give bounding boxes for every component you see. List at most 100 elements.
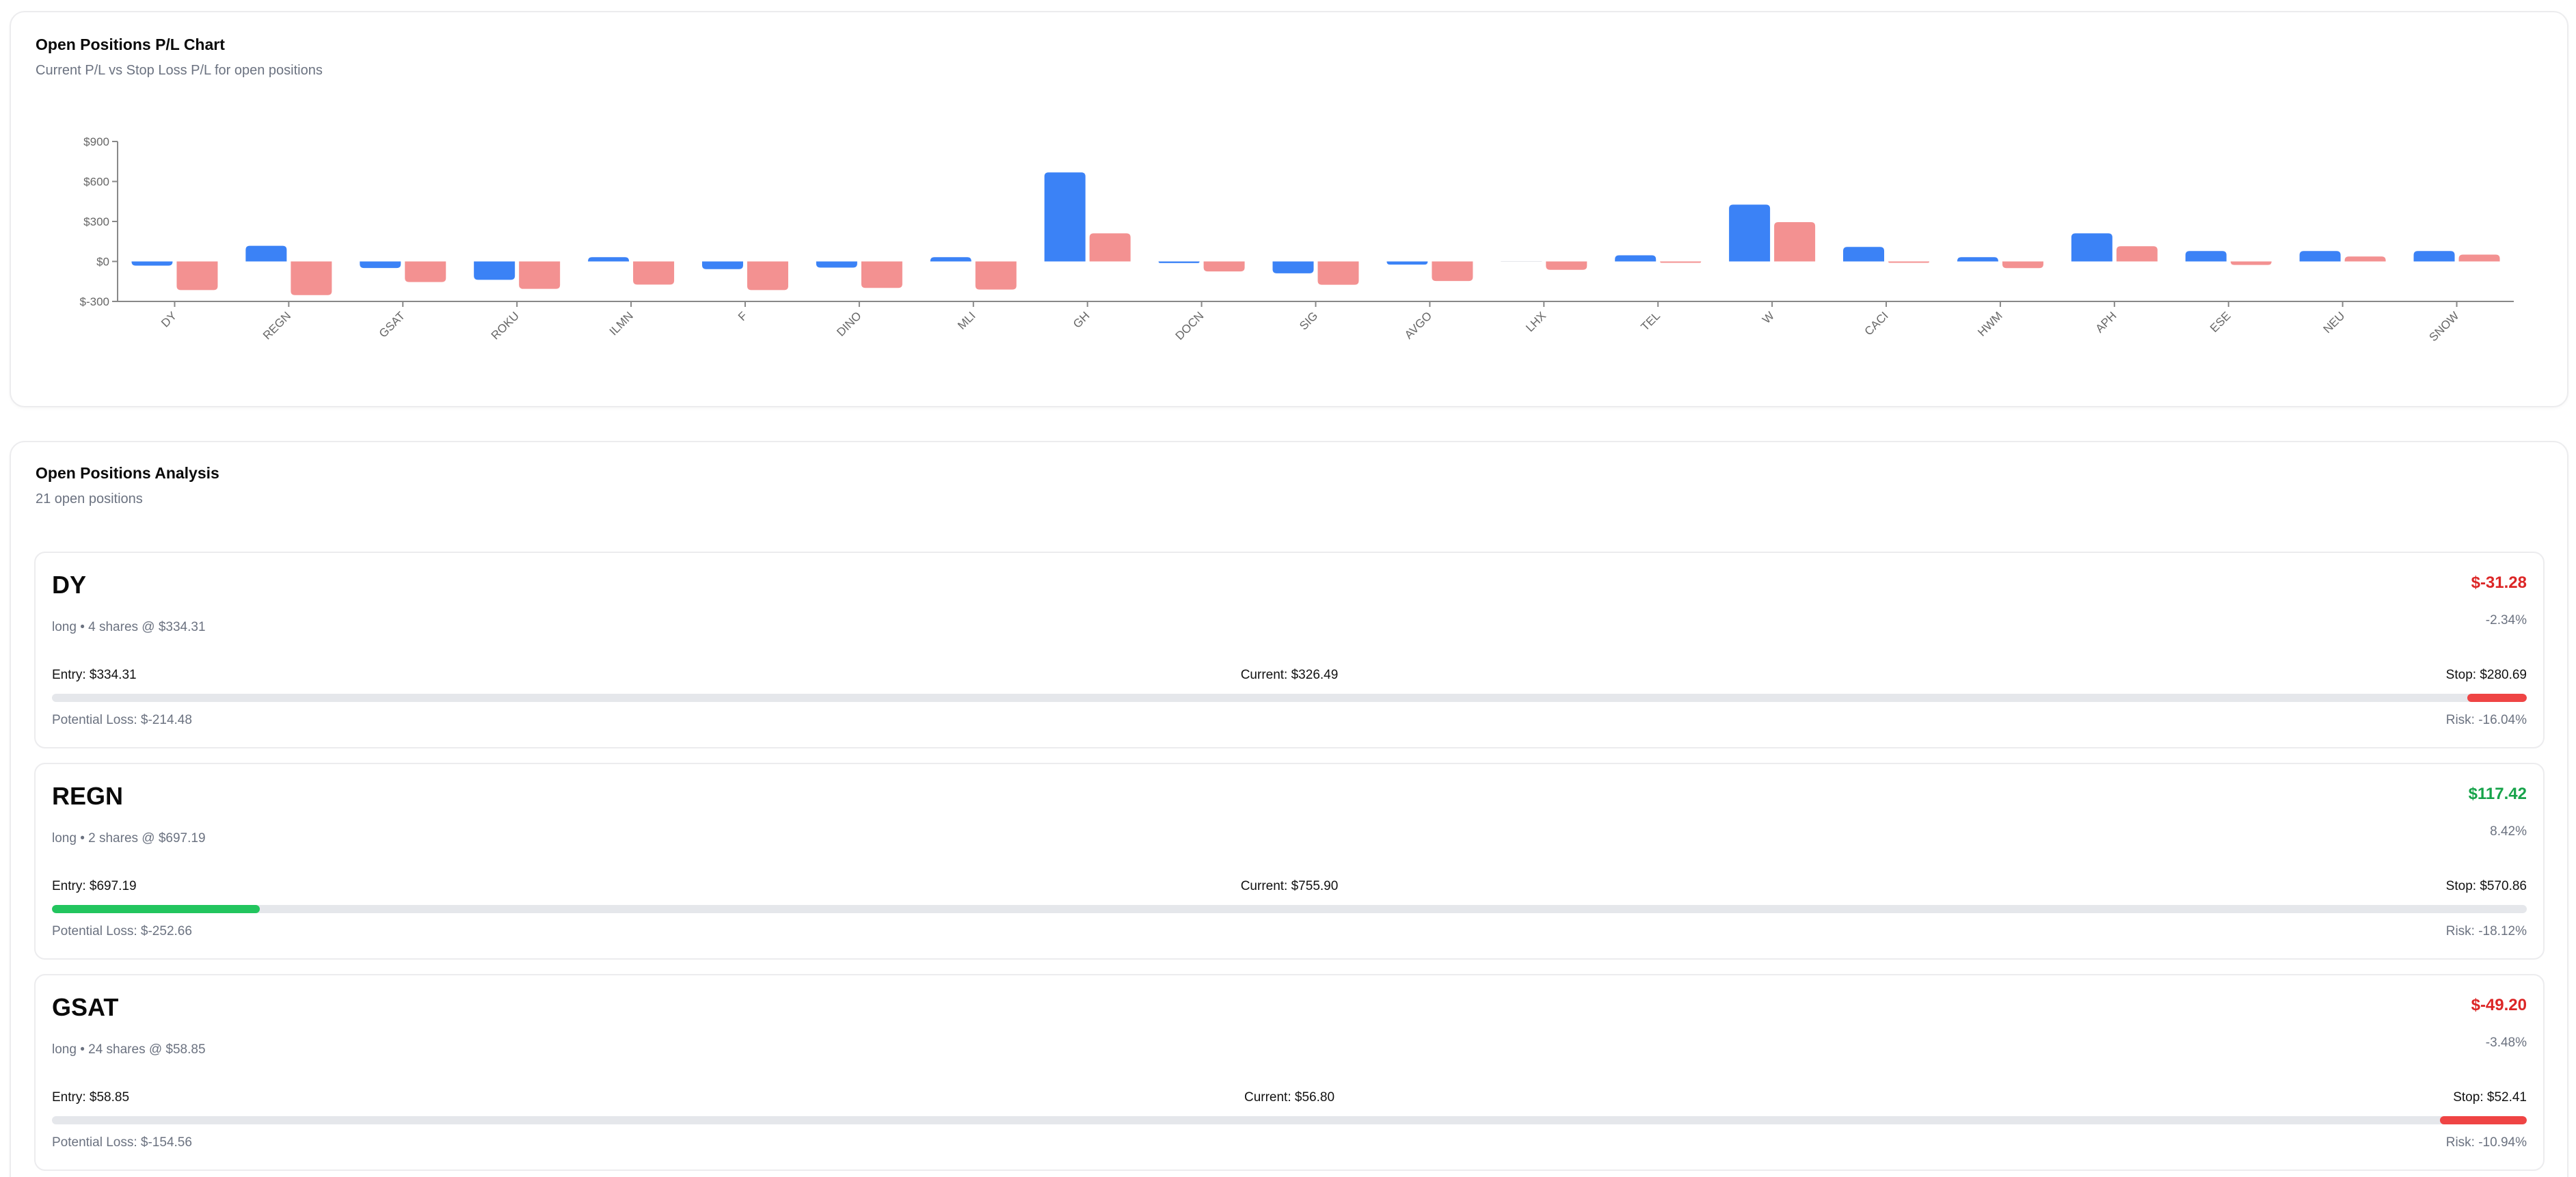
- pl-bar-chart: $-300 $0 $300 $600 $900 DY REGN GSAT ROKU ILMN F DI…: [80, 135, 2514, 344]
- position-current: Current: $755.90: [1240, 879, 1339, 893]
- x-tick-label: ILMN: [607, 309, 636, 338]
- position-pl-percent: -3.48%: [2485, 1036, 2527, 1050]
- chart-title: Open Positions P/L Chart: [36, 36, 225, 53]
- stop-pl-bar[interactable]: [2116, 246, 2158, 262]
- y-tick-label: $0: [96, 256, 109, 269]
- position-entry: Entry: $697.19: [52, 879, 137, 893]
- x-tick-label: NEU: [2321, 309, 2348, 336]
- position-potential-loss: Potential Loss: $-214.48: [52, 713, 192, 727]
- current-pl-bar[interactable]: [701, 261, 743, 269]
- stop-pl-bar[interactable]: [176, 261, 218, 290]
- position-progress-track: [52, 905, 2527, 913]
- position-card[interactable]: GSAT long • 24 shares @ $58.85 $-49.20 -…: [34, 974, 2545, 1171]
- current-pl-bar[interactable]: [1501, 261, 1542, 262]
- position-stop: Stop: $52.41: [2453, 1090, 2527, 1105]
- position-current: Current: $56.80: [1244, 1090, 1335, 1105]
- x-tick-label: LHX: [1523, 309, 1548, 334]
- x-tick-label: REGN: [260, 309, 293, 342]
- current-pl-bar[interactable]: [474, 261, 515, 280]
- x-tick-label: HWM: [1975, 309, 2004, 338]
- position-pl: $-49.20: [2471, 996, 2527, 1014]
- current-pl-bar[interactable]: [2413, 251, 2455, 262]
- positions-count: 21 open positions: [36, 491, 143, 506]
- position-progress-track: [52, 1116, 2527, 1124]
- stop-pl-bar[interactable]: [1432, 261, 1473, 282]
- current-pl-bar[interactable]: [2071, 233, 2112, 262]
- stop-pl-bar[interactable]: [1888, 261, 1930, 263]
- stop-pl-bar[interactable]: [975, 261, 1017, 290]
- stop-pl-bar[interactable]: [291, 261, 332, 295]
- stop-pl-bar[interactable]: [2458, 254, 2500, 262]
- position-stop: Stop: $570.86: [2445, 879, 2527, 893]
- y-tick-label: $300: [83, 215, 109, 228]
- current-pl-bar[interactable]: [2185, 251, 2227, 262]
- current-pl-bar[interactable]: [816, 261, 857, 268]
- x-tick-label: AVGO: [1402, 309, 1434, 341]
- position-pl: $117.42: [2468, 785, 2527, 803]
- stop-pl-bar[interactable]: [2344, 256, 2386, 262]
- position-risk: Risk: -16.04%: [2445, 713, 2527, 727]
- current-pl-bar[interactable]: [588, 257, 630, 262]
- position-progress-fill: [2440, 1116, 2527, 1124]
- stop-pl-bar[interactable]: [2002, 261, 2043, 269]
- position-meta: long • 24 shares @ $58.85: [52, 1042, 206, 1057]
- x-tick-label: TEL: [1639, 309, 1663, 333]
- current-pl-bar[interactable]: [360, 261, 401, 269]
- current-pl-bar[interactable]: [2299, 251, 2341, 262]
- stop-pl-bar[interactable]: [1774, 221, 1816, 262]
- current-pl-bar[interactable]: [1615, 255, 1656, 262]
- current-pl-bar[interactable]: [245, 245, 287, 262]
- x-tick-label: GH: [1071, 309, 1092, 330]
- stop-pl-bar[interactable]: [2230, 261, 2272, 265]
- current-pl-bar[interactable]: [930, 257, 971, 262]
- stop-pl-bar[interactable]: [633, 261, 675, 285]
- current-pl-bar[interactable]: [131, 261, 173, 266]
- current-pl-bar[interactable]: [1729, 204, 1771, 262]
- positions-title: Open Positions Analysis: [36, 464, 219, 482]
- stop-pl-bar[interactable]: [747, 261, 788, 290]
- position-progress-fill: [52, 905, 260, 913]
- stop-pl-bar[interactable]: [861, 261, 902, 288]
- current-pl-bar[interactable]: [1843, 247, 1885, 262]
- x-tick-label: DY: [159, 309, 179, 329]
- x-tick-label: ROKU: [489, 309, 522, 342]
- current-pl-bar[interactable]: [1272, 261, 1314, 273]
- stop-pl-bar[interactable]: [405, 261, 446, 282]
- y-tick-label: $900: [83, 135, 109, 148]
- position-meta: long • 2 shares @ $697.19: [52, 831, 206, 845]
- y-tick-label: $600: [83, 176, 109, 189]
- stop-pl-bar[interactable]: [1317, 261, 1359, 285]
- current-pl-bar[interactable]: [1044, 172, 1086, 262]
- position-pl: $-31.28: [2471, 573, 2527, 592]
- position-progress-fill: [2467, 694, 2527, 702]
- positions-analysis-card: Open Positions Analysis 21 open position…: [10, 441, 2568, 1177]
- stop-pl-bar[interactable]: [1660, 261, 1702, 263]
- position-card[interactable]: DY long • 4 shares @ $334.31 $-31.28 -2.…: [34, 552, 2545, 748]
- x-tick-label: F: [736, 309, 750, 323]
- current-pl-bar[interactable]: [1957, 257, 1998, 262]
- position-stop: Stop: $280.69: [2445, 668, 2527, 682]
- stop-pl-bar[interactable]: [519, 261, 561, 289]
- position-symbol: REGN: [52, 782, 124, 810]
- stop-pl-bar[interactable]: [1089, 233, 1131, 262]
- chart-subtitle: Current P/L vs Stop Loss P/L for open po…: [36, 63, 323, 78]
- position-entry: Entry: $58.85: [52, 1090, 130, 1105]
- position-pl-percent: -2.34%: [2485, 613, 2527, 627]
- x-tick-label: MLI: [955, 309, 978, 332]
- stop-pl-bar[interactable]: [1203, 261, 1245, 272]
- x-tick-label: W: [1760, 309, 1777, 326]
- x-tick-label: SIG: [1297, 309, 1320, 332]
- x-tick-label: ESE: [2208, 309, 2233, 334]
- current-pl-bar[interactable]: [1386, 261, 1428, 265]
- position-card[interactable]: REGN long • 2 shares @ $697.19 $117.42 8…: [34, 763, 2545, 960]
- stop-pl-bar[interactable]: [1546, 261, 1587, 270]
- x-tick-label: SNOW: [2427, 309, 2462, 344]
- x-tick-label: DINO: [834, 309, 863, 338]
- position-risk: Risk: -18.12%: [2445, 924, 2527, 938]
- position-meta: long • 4 shares @ $334.31: [52, 620, 206, 634]
- position-potential-loss: Potential Loss: $-154.56: [52, 1135, 192, 1150]
- position-current: Current: $326.49: [1240, 668, 1339, 682]
- position-pl-percent: 8.42%: [2490, 824, 2527, 839]
- current-pl-bar[interactable]: [1158, 261, 1200, 263]
- x-tick-label: GSAT: [377, 309, 407, 340]
